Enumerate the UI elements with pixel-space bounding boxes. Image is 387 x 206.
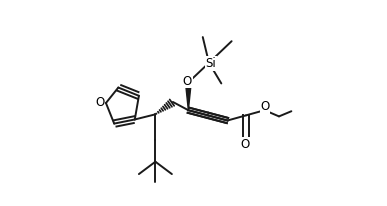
Text: Si: Si <box>205 57 216 70</box>
Text: O: O <box>240 138 250 151</box>
Polygon shape <box>185 82 191 110</box>
Text: O: O <box>183 75 192 88</box>
Text: O: O <box>96 96 105 110</box>
Text: O: O <box>260 100 270 113</box>
